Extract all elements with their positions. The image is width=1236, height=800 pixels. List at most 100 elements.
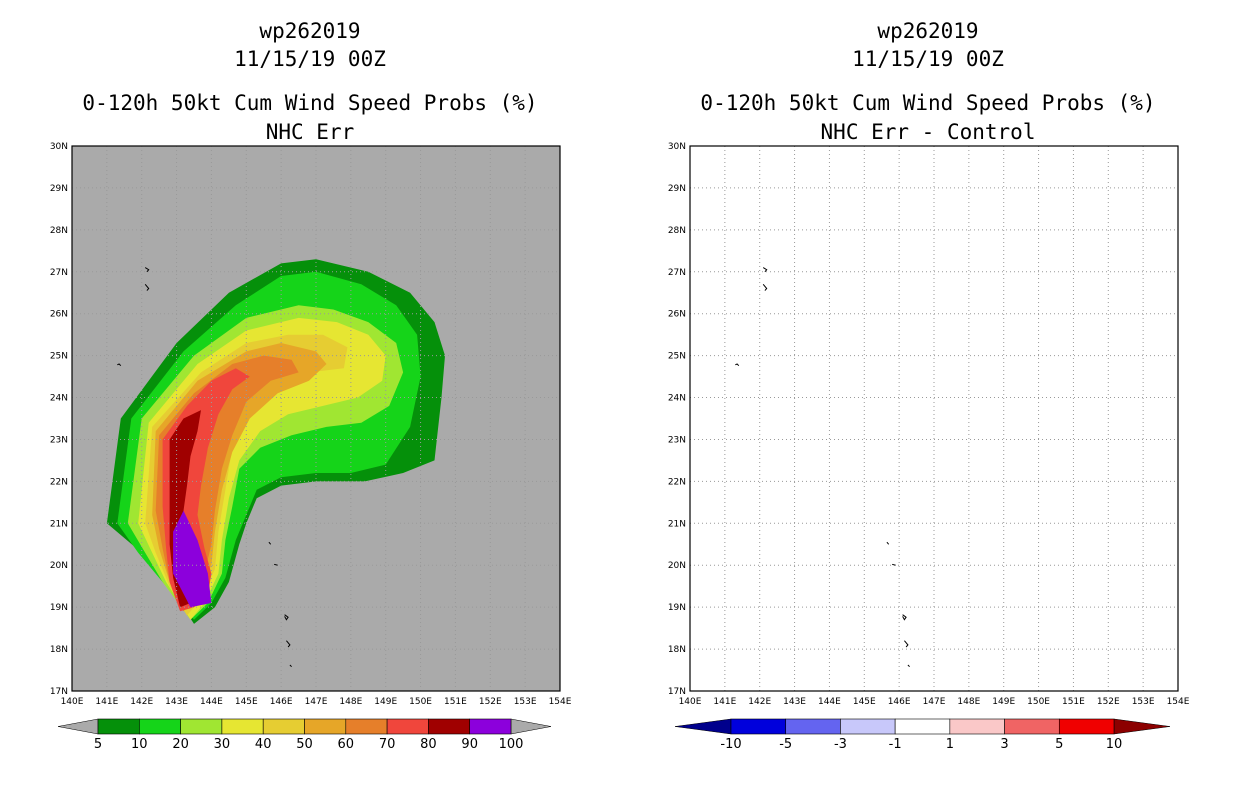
right-x-tick-label: 141E	[713, 697, 736, 707]
right-island-outline	[886, 541, 890, 545]
left-colorbar-label: 40	[255, 737, 272, 752]
right-colorbar-swatch	[840, 718, 896, 735]
right-y-tick-label: 21N	[668, 519, 686, 529]
right-island-outline	[762, 283, 768, 291]
left-chart-title: 0-120h 50kt Cum Wind Speed Probs (%)	[82, 91, 538, 115]
left-y-tick-label: 21N	[50, 519, 68, 529]
left-x-tick-label: 152E	[479, 697, 502, 707]
right-x-tick-label: 143E	[783, 697, 806, 707]
left-x-tick-label: 149E	[374, 697, 397, 707]
left-y-tick-label: 25N	[50, 352, 68, 362]
right-y-tick-label: 22N	[668, 477, 686, 487]
left-island-outline	[144, 267, 150, 273]
left-datetime: 11/15/19 00Z	[234, 47, 386, 71]
right-colorbar-low-end	[674, 718, 732, 735]
left-y-tick-label: 18N	[50, 645, 68, 655]
left-y-tick-label: 26N	[50, 310, 68, 320]
left-colorbar-swatch	[97, 718, 140, 735]
right-map-panel: 140E 141E 142E 143E 144E 145E 146E 147E 148E 149E…	[668, 142, 1190, 707]
left-x-tick-label: 153E	[514, 697, 537, 707]
right-colorbar-label: -1	[889, 737, 902, 752]
left-y-tick-label: 22N	[50, 477, 68, 487]
left-plot-frame	[71, 145, 561, 692]
right-y-tick-label: 20N	[668, 561, 686, 571]
right-chart-title: 0-120h 50kt Cum Wind Speed Probs (%)	[700, 91, 1156, 115]
right-colorbar-swatch	[785, 718, 841, 735]
left-chart-subtitle: NHC Err	[265, 120, 355, 144]
right-y-tick-label: 23N	[668, 435, 686, 445]
left-x-tick-label: 144E	[200, 697, 223, 707]
right-x-tick-label: 144E	[818, 697, 841, 707]
right-x-tick-label: 148E	[957, 697, 980, 707]
left-y-tick-label: 23N	[50, 435, 68, 445]
left-island-outline	[268, 541, 272, 545]
right-colorbar-label: -3	[834, 737, 847, 752]
left-colorbar-label: 10	[131, 737, 148, 752]
right-colorbar-swatch	[730, 718, 787, 735]
right-y-tick-label: 19N	[668, 603, 686, 613]
left-island-outline	[117, 363, 122, 367]
left-x-tick-label: 145E	[235, 697, 258, 707]
left-colorbar-label: 100	[499, 737, 524, 752]
left-colorbar-label: 20	[172, 737, 189, 752]
right-x-tick-label: 154E	[1167, 697, 1190, 707]
left-colorbar-swatch	[469, 718, 512, 735]
left-x-tick-label: 143E	[165, 697, 188, 707]
right-x-tick-label: 142E	[748, 697, 771, 707]
left-x-tick-label: 140E	[61, 697, 84, 707]
right-y-tick-label: 27N	[668, 268, 686, 278]
right-y-tick-label: 17N	[668, 687, 686, 697]
left-colorbar-label: 60	[338, 737, 355, 752]
left-island-outline	[144, 283, 150, 291]
left-colorbar-label: 5	[94, 737, 102, 752]
left-x-tick-label: 154E	[549, 697, 572, 707]
right-y-tick-label: 24N	[668, 394, 686, 404]
left-x-tick-label: 141E	[95, 697, 118, 707]
right-y-tick-label: 29N	[668, 184, 686, 194]
right-island-outline	[735, 363, 740, 367]
left-y-tick-label: 29N	[50, 184, 68, 194]
left-colorbar-swatch	[139, 718, 181, 735]
right-x-tick-label: 147E	[923, 697, 946, 707]
left-x-tick-label: 146E	[270, 697, 293, 707]
left-colorbar-label: 30	[214, 737, 231, 752]
right-x-tick-label: 140E	[679, 697, 702, 707]
right-colorbar-label: 3	[1000, 737, 1008, 752]
right-y-tick-label: 30N	[668, 142, 686, 152]
right-x-tick-label: 150E	[1027, 697, 1050, 707]
left-colorbar-low-end	[57, 718, 99, 735]
left-contour-90	[173, 510, 212, 608]
right-colorbar-swatch	[949, 718, 1005, 735]
left-colorbar-swatch	[262, 718, 305, 735]
right-y-tick-label: 28N	[668, 226, 686, 236]
right-colorbar-swatch	[894, 718, 951, 735]
left-colorbar-label: 50	[296, 737, 313, 752]
right-colorbar-label: 5	[1055, 737, 1063, 752]
left-colorbar-swatch	[304, 718, 347, 735]
left-y-tick-label: 27N	[50, 268, 68, 278]
left-y-tick-label: 28N	[50, 226, 68, 236]
left-island-outline	[274, 563, 278, 566]
left-island-outline	[284, 614, 289, 621]
right-x-tick-label: 153E	[1132, 697, 1155, 707]
right-colorbar-label: -5	[779, 737, 792, 752]
left-colorbar-label: 90	[461, 737, 478, 752]
left-colorbar: 5 10 20 30 40 50 60 70 80 90 100	[57, 718, 552, 752]
right-colorbar-label: -10	[720, 737, 741, 752]
left-colorbar-swatch	[386, 718, 429, 735]
right-x-tick-label: 152E	[1097, 697, 1120, 707]
right-colorbar-label: 10	[1106, 737, 1123, 752]
left-y-tick-label: 20N	[50, 561, 68, 571]
left-y-tick-label: 17N	[50, 687, 68, 697]
right-y-tick-label: 18N	[668, 645, 686, 655]
right-x-tick-label: 145E	[853, 697, 876, 707]
right-colorbar-high-end	[1113, 718, 1171, 735]
left-colorbar-swatch	[345, 718, 388, 735]
right-plot-frame	[689, 145, 1179, 692]
left-x-tick-label: 151E	[444, 697, 467, 707]
left-colorbar-swatch	[221, 718, 264, 735]
right-island-outline	[892, 563, 896, 566]
left-x-tick-label: 147E	[305, 697, 328, 707]
right-colorbar: -10 -5 -3 -1 1 3 5 10	[674, 718, 1171, 752]
